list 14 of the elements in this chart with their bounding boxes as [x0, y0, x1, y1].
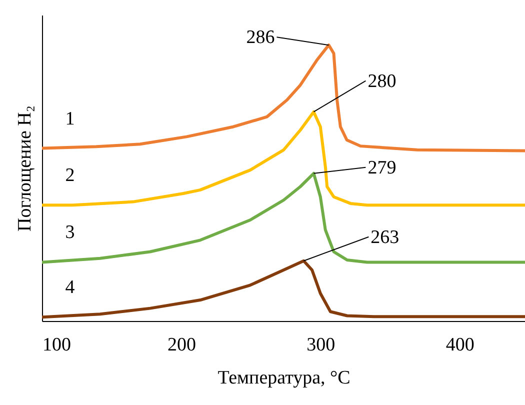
annotation: 263 [370, 226, 400, 248]
series-label: 3 [65, 222, 75, 244]
annotation: 286 [246, 27, 275, 48]
y-axis-title: Поглощение H₂ [14, 106, 36, 232]
x-axis-title: Температура, °C [218, 368, 350, 388]
x-tick-label: 100 [42, 334, 71, 356]
series-label: 4 [65, 277, 76, 298]
series-label: 1 [65, 108, 75, 130]
series-label: 2 [65, 165, 75, 186]
annotation: 279 [368, 157, 396, 178]
x-tick-label: 300 [306, 334, 336, 356]
annotation: 280 [368, 70, 396, 92]
x-tick-label: 400 [446, 334, 474, 356]
x-tick-label: 200 [167, 334, 196, 356]
